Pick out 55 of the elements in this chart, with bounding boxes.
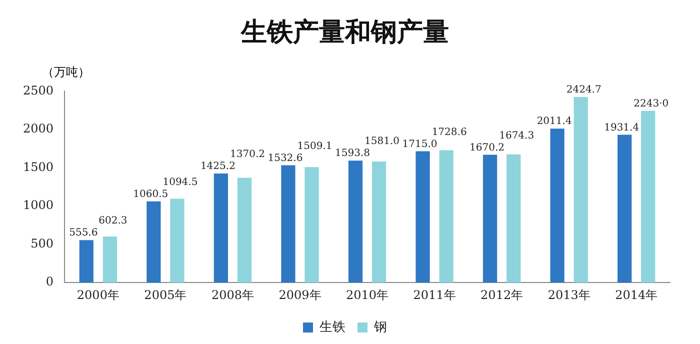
- bar: [170, 198, 184, 283]
- data-label: 2424.7: [566, 84, 602, 96]
- x-tick-label: 2005年: [144, 288, 187, 302]
- data-label: 602.3: [98, 216, 128, 227]
- bar: [372, 162, 386, 283]
- x-tick-label: 2011年: [413, 288, 456, 302]
- y-tick-label: 2500: [22, 83, 54, 98]
- x-tick-label: 2013年: [548, 288, 590, 302]
- bar: [416, 151, 430, 283]
- data-label: 1581.0: [364, 136, 400, 148]
- data-label: 2011.4: [536, 116, 572, 128]
- data-label: 1509.1: [297, 140, 332, 152]
- bar: [237, 178, 252, 283]
- bar: [304, 167, 319, 283]
- bar: [281, 165, 296, 283]
- data-label: 1715.0: [402, 138, 438, 150]
- legend-label: 钢: [373, 319, 387, 334]
- legend-label: 生铁: [320, 319, 346, 334]
- data-label: 1425.2: [200, 161, 236, 172]
- bar: [146, 201, 161, 283]
- bar: [439, 150, 454, 283]
- x-tick-label: 2010年: [346, 288, 389, 302]
- y-tick-label: 0: [46, 274, 54, 289]
- data-label: 1094.5: [162, 177, 198, 188]
- data-label: 1674.3: [499, 130, 534, 142]
- x-tick-label: 2012年: [480, 288, 524, 302]
- data-label: 1931.4: [604, 122, 640, 134]
- y-tick-label: 1000: [22, 198, 54, 212]
- data-label: 1728.6: [432, 126, 467, 138]
- bar: [506, 154, 521, 283]
- y-axis-title: （万吨）: [42, 64, 90, 81]
- bar: [348, 160, 363, 283]
- x-tick-label: 2009年: [278, 288, 322, 302]
- y-tick-label: 2000: [22, 122, 54, 136]
- bar: [574, 96, 588, 283]
- x-tick-label: 2008年: [211, 288, 254, 302]
- data-label: 555.6: [69, 228, 98, 239]
- data-label: 1670.2: [470, 142, 505, 154]
- bar: [641, 110, 656, 283]
- bar: [550, 128, 564, 283]
- y-tick-label: 500: [30, 236, 54, 250]
- bar: [214, 173, 228, 283]
- chart-title: 生铁产量和钢产量: [240, 17, 449, 48]
- bar: [618, 134, 632, 283]
- data-label: 1060.5: [133, 189, 168, 200]
- x-tick-label: 2000年: [76, 288, 120, 302]
- data-label: 2243·0: [634, 98, 669, 110]
- x-tick-label: 2014年: [615, 288, 658, 302]
- data-label: 1370.2: [230, 149, 265, 160]
- data-label: 1532.6: [268, 152, 303, 164]
- bar: [482, 154, 498, 283]
- bar: [102, 236, 118, 283]
- bar: [79, 240, 94, 283]
- y-tick-label: 1500: [22, 160, 54, 174]
- data-label: 1593.8: [334, 148, 370, 160]
